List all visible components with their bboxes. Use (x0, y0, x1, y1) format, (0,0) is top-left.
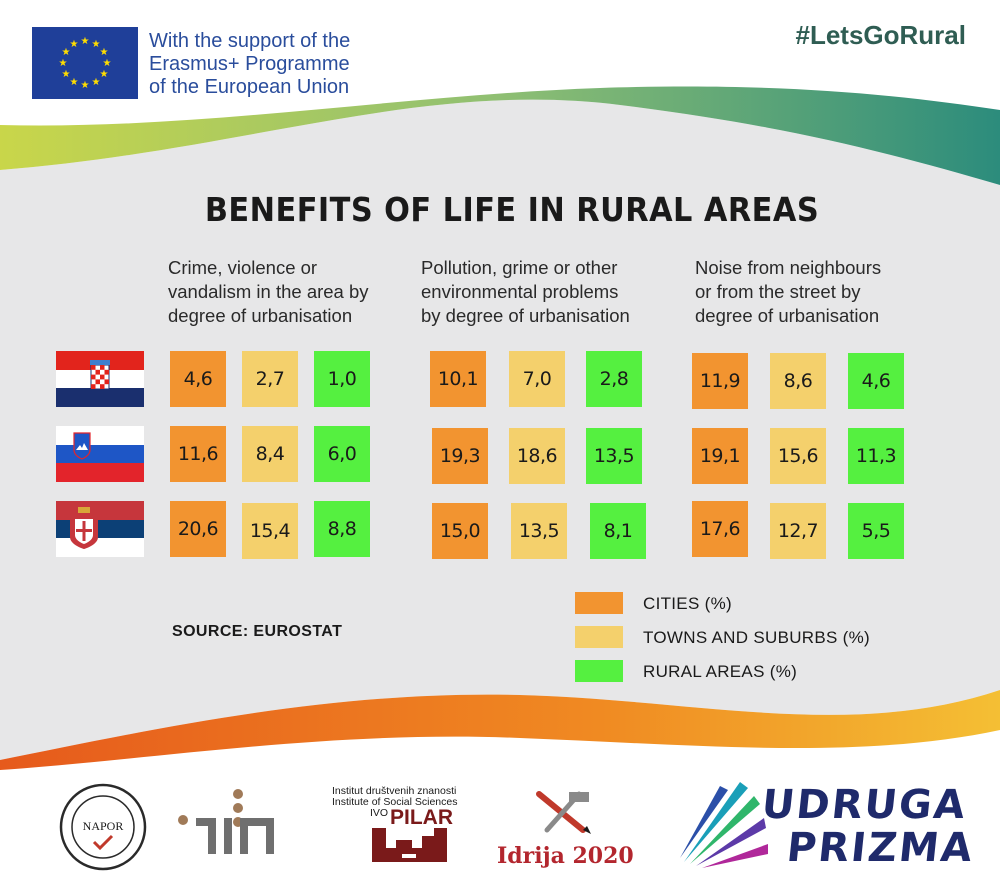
column-header-line: vandalism in the area by (168, 281, 369, 302)
support-line-2: Erasmus+ Programme (149, 53, 350, 75)
legend-swatch-towns (575, 626, 623, 648)
svg-text:★: ★ (62, 47, 71, 58)
value-croatia-crime-towns: 2,7 (242, 351, 298, 407)
value-serbia-crime-towns: 15,4 (242, 503, 298, 559)
support-line-3: of the European Union (149, 76, 350, 98)
serbia-coat-of-arms-icon (70, 507, 98, 549)
value-serbia-crime-cities: 20,6 (170, 501, 226, 557)
svg-text:★: ★ (100, 69, 109, 80)
value-slovenia-pollution-rural: 13,5 (586, 428, 642, 484)
bottom-wave (0, 690, 1000, 770)
column-header-line: Pollution, grime or other (421, 257, 618, 278)
column-header-line: degree of urbanisation (168, 305, 353, 326)
slovenia-shield-icon (73, 432, 91, 460)
value-slovenia-noise-rural: 11,3 (848, 428, 904, 484)
source-label: SOURCE: EUROSTAT (172, 623, 343, 640)
value-croatia-noise-towns: 8,6 (770, 353, 826, 409)
prizma-rays-logo (680, 782, 768, 868)
column-header-crime: Crime, violence or vandalism in the area… (168, 256, 369, 328)
svg-text:★: ★ (100, 47, 109, 58)
column-header-line: Noise from neighbours (695, 257, 882, 278)
value-serbia-pollution-cities: 15,0 (432, 503, 488, 559)
value-slovenia-noise-towns: 15,6 (770, 428, 826, 484)
slovenia-flag (56, 426, 144, 482)
value-slovenia-crime-rural: 6,0 (314, 426, 370, 482)
napor-logo: NAPOR (59, 783, 147, 871)
prizma-title-line-1: UDRUGA (759, 782, 970, 828)
svg-text:★: ★ (92, 39, 101, 50)
svg-text:★: ★ (81, 80, 90, 91)
top-wave (0, 86, 1000, 185)
pilar-line-3: IVO (370, 807, 389, 819)
column-header-line: Crime, violence or (168, 257, 318, 278)
svg-text:★: ★ (92, 77, 101, 88)
value-slovenia-pollution-towns: 18,6 (509, 428, 565, 484)
svg-text:★: ★ (70, 39, 79, 50)
value-slovenia-pollution-cities: 19,3 (432, 428, 488, 484)
hammer-pencil-icon (536, 791, 591, 834)
idrija-2020-logo-text: Idrija 2020 (497, 843, 634, 869)
pilar-line-1: Institut društvenih znanosti (332, 785, 457, 797)
erasmus-support-text: With the support of the Erasmus+ Program… (149, 30, 389, 99)
croatia-coat-of-arms-icon (90, 360, 110, 390)
pilar-institute-text: Institut društvenih znanosti Institute o… (332, 786, 457, 819)
legend-label-towns: TOWNS AND SUBURBS (%) (643, 628, 871, 647)
value-croatia-crime-rural: 1,0 (314, 351, 370, 407)
value-serbia-noise-towns: 12,7 (770, 503, 826, 559)
svg-text:★: ★ (81, 36, 90, 47)
page-title: BENEFITS OF LIFE IN RURAL AREAS (204, 190, 820, 229)
value-serbia-pollution-rural: 8,1 (590, 503, 646, 559)
value-slovenia-crime-cities: 11,6 (170, 426, 226, 482)
pilar-name: PILAR (390, 806, 453, 829)
hashtag: #LetsGoRural (795, 20, 967, 50)
svg-text:★: ★ (70, 77, 79, 88)
svg-text:★: ★ (59, 58, 68, 69)
svg-text:★: ★ (103, 58, 112, 69)
column-header-line: or from the street by (695, 281, 861, 302)
value-serbia-noise-rural: 5,5 (848, 503, 904, 559)
column-header-line: by degree of urbanisation (421, 305, 630, 326)
value-serbia-noise-cities: 17,6 (692, 501, 748, 557)
support-line-1: With the support of the (149, 30, 351, 52)
legend-swatch-rural (575, 660, 623, 682)
svg-text:★: ★ (62, 69, 71, 80)
pilar-line-2: Institute of Social Sciences (332, 796, 458, 808)
value-slovenia-noise-cities: 19,1 (692, 428, 748, 484)
gray-panel (0, 99, 1000, 760)
serbia-flag (56, 501, 144, 557)
hebrew-style-logo (178, 789, 274, 854)
value-croatia-pollution-cities: 10,1 (430, 351, 486, 407)
legend-swatch-cities (575, 592, 623, 614)
croatia-flag (56, 351, 144, 407)
column-header-line: degree of urbanisation (695, 305, 880, 326)
napor-logo-text: NAPOR (83, 819, 124, 833)
value-croatia-noise-cities: 11,9 (692, 353, 748, 409)
eu-flag-icon: ★ ★★ ★★★ ★★★ ★★★ (32, 27, 138, 99)
prizma-title-line-2: PRIZMA (784, 825, 977, 871)
column-header-pollution: Pollution, grime or other environmental … (421, 256, 630, 328)
value-croatia-pollution-rural: 2,8 (586, 351, 642, 407)
value-croatia-crime-cities: 4,6 (170, 351, 226, 407)
legend-label-rural: RURAL AREAS (%) (643, 662, 798, 681)
value-croatia-pollution-towns: 7,0 (509, 351, 565, 407)
column-header-line: environmental problems (421, 281, 619, 302)
value-serbia-pollution-towns: 13,5 (511, 503, 567, 559)
value-serbia-crime-rural: 8,8 (314, 501, 370, 557)
pilar-stairs-logo (372, 828, 447, 862)
value-slovenia-crime-towns: 8,4 (242, 426, 298, 482)
legend-label-cities: CITIES (%) (643, 594, 732, 613)
value-croatia-noise-rural: 4,6 (848, 353, 904, 409)
column-header-noise: Noise from neighbours or from the street… (695, 256, 881, 328)
